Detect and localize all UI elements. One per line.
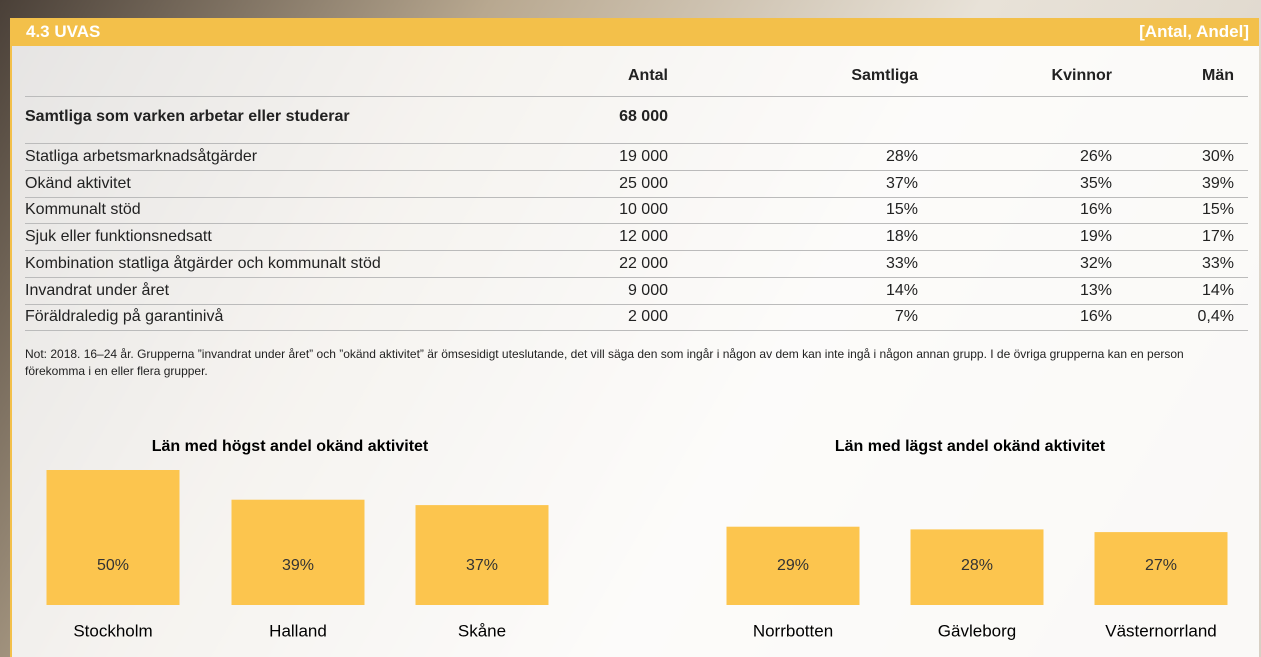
header-units: [Antal, Andel] [1139,22,1249,41]
cell: 17% [1201,228,1234,246]
value-label: 29% [777,557,809,574]
row-label: Kombination statliga åtgärder och kommun… [25,254,381,272]
cell: 16% [1079,201,1112,219]
bar [231,499,365,605]
category-label: Västernorrland [1105,621,1217,640]
cell: 28% [885,148,918,165]
column-header: Män [1202,67,1234,84]
value-label: 28% [961,557,993,574]
row-label: Föräldraledig på garantinivå [25,308,224,326]
divider [25,330,1248,332]
cell: 26% [1079,148,1112,165]
divider [25,223,1248,225]
header-bar: 4.3 UVAS [Antal, Andel] [10,18,1259,46]
cell: 15% [1201,201,1234,219]
cell: 32% [1079,254,1112,272]
row-label: Statliga arbetsmarknadsåtgärder [25,148,258,165]
category-label: Halland [269,621,327,640]
note: Not: 2018. 16–24 år. Grupperna ”invandra… [25,347,1184,378]
divider [25,196,1248,198]
cell: 2 000 [627,308,668,326]
cell: 12 000 [619,228,668,246]
category-label: Norrbotten [753,621,833,640]
cell: 22 000 [619,254,668,272]
cell: 19% [1079,228,1112,246]
row-label: Okänd aktivitet [25,174,131,192]
row-label: Kommunalt stöd [25,201,141,219]
value-label: 27% [1145,557,1177,574]
divider [25,143,1248,144]
column-header: Antal [628,67,668,84]
cell: 15% [885,201,918,219]
bar [46,470,180,605]
divider [25,250,1248,252]
value-label: 50% [97,557,129,574]
bar [910,529,1044,605]
panel [10,18,1259,657]
cell: 16% [1079,308,1112,326]
divider [25,170,1248,171]
category-label: Stockholm [73,621,152,640]
row-label: Invandrat under året [25,281,170,299]
divider [25,96,1248,97]
cell: 13% [1079,281,1112,299]
chart-title: Län med högst andel okänd aktivitet [152,438,429,455]
column-header: Kvinnor [1051,67,1112,84]
cell: 33% [1201,254,1234,272]
column-header: Samtliga [851,67,918,84]
bar [726,526,860,605]
bar [415,505,549,605]
category-label: Gävleborg [938,621,1016,640]
cell: 19 000 [619,148,668,165]
bar [1094,532,1228,605]
value-label: 39% [282,557,314,574]
header-title: 4.3 UVAS [26,22,101,41]
divider [25,303,1248,305]
cell: 35% [1079,174,1112,192]
value-label: 37% [466,557,498,574]
cell: 39% [1201,174,1234,192]
divider [25,276,1248,278]
row-label: Samtliga som varken arbetar eller studer… [25,108,350,125]
cell: 14% [1201,281,1234,299]
cell: 33% [885,254,918,272]
cell: 14% [885,281,918,299]
cell: 37% [885,174,918,192]
cell: 7% [894,308,918,326]
category-label: Skåne [458,621,506,640]
cell: 25 000 [619,174,668,192]
cell: 0,4% [1197,308,1234,326]
cell: 18% [885,228,918,246]
chart-title: Län med lägst andel okänd aktivitet [835,438,1106,455]
cell: 68 000 [619,108,668,125]
row-label: Sjuk eller funktionsnedsatt [25,228,212,246]
cell: 10 000 [619,201,668,219]
cell: 9 000 [627,281,668,299]
cell: 30% [1201,148,1234,165]
